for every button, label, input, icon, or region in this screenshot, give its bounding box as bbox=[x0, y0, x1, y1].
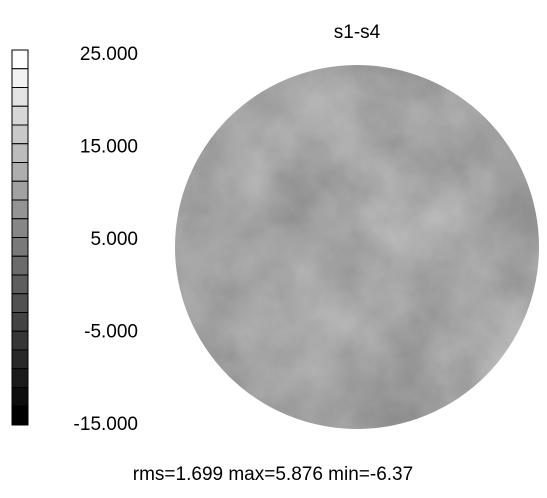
colorbar-segment bbox=[11, 199, 29, 220]
colorbar-segment bbox=[11, 255, 29, 276]
colorbar-tick-label: 25.000 bbox=[80, 44, 138, 65]
colorbar-segment bbox=[11, 180, 29, 201]
colorbar-segment bbox=[11, 162, 29, 182]
colorbar-segment bbox=[11, 312, 29, 332]
colorbar-segment bbox=[11, 405, 29, 426]
colorbar-segment bbox=[11, 68, 29, 88]
surface bbox=[175, 65, 539, 429]
colorbar-tick-label: 15.000 bbox=[80, 137, 138, 158]
colorbar-segment bbox=[11, 349, 29, 370]
colorbar-segment bbox=[11, 330, 29, 351]
colorbar-segment bbox=[11, 237, 29, 257]
colorbar-segment bbox=[11, 293, 29, 313]
colorbar-segment bbox=[11, 105, 29, 126]
colorbar-segment bbox=[11, 368, 29, 388]
colorbar-segment bbox=[11, 387, 29, 407]
colorbar-segment bbox=[11, 87, 29, 107]
surface-image bbox=[175, 65, 539, 429]
colorbar-tick-label: -15.000 bbox=[74, 414, 138, 435]
colorbar-segment bbox=[11, 49, 29, 70]
stats-footer: rms=1.699 max=5.876 min=-6.37 bbox=[133, 464, 413, 485]
colorbar-segment bbox=[11, 218, 29, 238]
colorbar-tick-label: -5.000 bbox=[84, 322, 138, 343]
colorbar-segment bbox=[11, 274, 29, 295]
chart-title: s1-s4 bbox=[334, 22, 381, 43]
colorbar-segment bbox=[11, 143, 29, 163]
colorbar-tick-label: 5.000 bbox=[90, 229, 138, 250]
colorbar-segment bbox=[11, 124, 29, 145]
